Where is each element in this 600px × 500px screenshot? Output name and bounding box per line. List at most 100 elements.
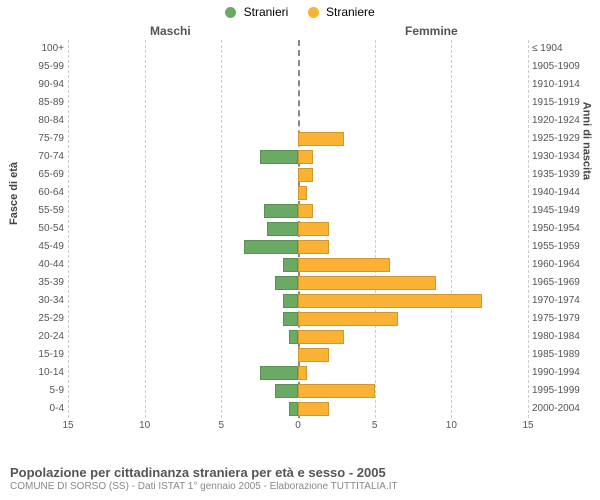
age-row	[68, 76, 528, 94]
y-label-birth: 1990-1994	[532, 367, 598, 378]
bar-male	[289, 330, 298, 344]
y-label-birth: 1935-1939	[532, 169, 598, 180]
y-label-birth: 1960-1964	[532, 259, 598, 270]
bar-female	[298, 222, 329, 236]
bar-female	[298, 384, 375, 398]
y-label-age: 90-94	[4, 79, 64, 90]
col-header-male: Maschi	[150, 24, 191, 38]
y-label-birth: ≤ 1904	[532, 43, 598, 54]
age-row	[68, 148, 528, 166]
age-row	[68, 346, 528, 364]
bar-female	[298, 402, 329, 416]
age-row	[68, 220, 528, 238]
age-row	[68, 112, 528, 130]
col-header-female: Femmine	[405, 24, 458, 38]
y-label-age: 85-89	[4, 97, 64, 108]
y-label-birth: 1905-1909	[532, 61, 598, 72]
bar-female	[298, 204, 313, 218]
bar-female	[298, 366, 307, 380]
bar-female	[298, 312, 398, 326]
y-label-birth: 1970-1974	[532, 295, 598, 306]
y-label-age: 10-14	[4, 367, 64, 378]
chart-footer: Popolazione per cittadinanza straniera p…	[10, 465, 590, 492]
age-row	[68, 130, 528, 148]
y-label-birth: 1945-1949	[532, 205, 598, 216]
legend-swatch-female	[308, 7, 319, 18]
y-label-birth: 1910-1914	[532, 79, 598, 90]
bar-female	[298, 348, 329, 362]
chart-subtitle: COMUNE DI SORSO (SS) - Dati ISTAT 1° gen…	[10, 481, 590, 492]
legend-item-male: Stranieri	[225, 5, 288, 19]
bar-male	[267, 222, 298, 236]
bar-male	[275, 384, 298, 398]
age-row	[68, 166, 528, 184]
age-row	[68, 274, 528, 292]
age-row	[68, 400, 528, 418]
y-label-age: 30-34	[4, 295, 64, 306]
x-tick-label: 15	[62, 420, 73, 431]
bar-female	[298, 330, 344, 344]
y-label-birth: 1965-1969	[532, 277, 598, 288]
y-label-birth: 1955-1959	[532, 241, 598, 252]
age-row	[68, 202, 528, 220]
legend: Stranieri Straniere	[0, 5, 600, 19]
bar-male	[289, 402, 298, 416]
y-label-age: 80-84	[4, 115, 64, 126]
bar-male	[260, 366, 298, 380]
x-tick-label: 10	[446, 420, 457, 431]
bar-female	[298, 276, 436, 290]
legend-item-female: Straniere	[308, 5, 375, 19]
y-label-birth: 1975-1979	[532, 313, 598, 324]
legend-label-male: Stranieri	[244, 5, 289, 19]
y-label-age: 55-59	[4, 205, 64, 216]
age-row	[68, 328, 528, 346]
age-row	[68, 184, 528, 202]
y-label-birth: 1980-1984	[532, 331, 598, 342]
bar-female	[298, 168, 313, 182]
age-row	[68, 292, 528, 310]
x-tick-label: 5	[219, 420, 225, 431]
y-label-birth: 2000-2004	[532, 403, 598, 414]
age-row	[68, 364, 528, 382]
y-label-age: 35-39	[4, 277, 64, 288]
bar-male	[260, 150, 298, 164]
bar-female	[298, 132, 344, 146]
grid-line	[528, 40, 529, 418]
y-label-birth: 1950-1954	[532, 223, 598, 234]
y-label-age: 0-4	[4, 403, 64, 414]
legend-label-female: Straniere	[326, 5, 375, 19]
x-tick-label: 15	[522, 420, 533, 431]
y-label-birth: 1925-1929	[532, 133, 598, 144]
bar-female	[298, 186, 307, 200]
bar-male	[283, 294, 298, 308]
age-row	[68, 94, 528, 112]
age-row	[68, 382, 528, 400]
bar-female	[298, 294, 482, 308]
bar-male	[283, 258, 298, 272]
plot-area	[68, 40, 528, 438]
bar-male	[244, 240, 298, 254]
age-row	[68, 40, 528, 58]
bar-female	[298, 258, 390, 272]
bar-male	[264, 204, 298, 218]
pyramid-chart: Stranieri Straniere Maschi Femmine Fasce…	[0, 0, 600, 500]
chart-title: Popolazione per cittadinanza straniera p…	[10, 465, 590, 480]
bar-female	[298, 240, 329, 254]
bar-male	[275, 276, 298, 290]
y-label-age: 70-74	[4, 151, 64, 162]
y-label-birth: 1920-1924	[532, 115, 598, 126]
y-label-age: 50-54	[4, 223, 64, 234]
y-label-birth: 1930-1934	[532, 151, 598, 162]
y-label-age: 60-64	[4, 187, 64, 198]
x-tick-label: 10	[139, 420, 150, 431]
y-label-age: 95-99	[4, 61, 64, 72]
y-label-age: 25-29	[4, 313, 64, 324]
y-label-age: 75-79	[4, 133, 64, 144]
bar-female	[298, 150, 313, 164]
y-label-birth: 1985-1989	[532, 349, 598, 360]
legend-swatch-male	[225, 7, 236, 18]
x-tick-label: 5	[372, 420, 378, 431]
age-row	[68, 310, 528, 328]
y-label-birth: 1915-1919	[532, 97, 598, 108]
y-label-age: 40-44	[4, 259, 64, 270]
